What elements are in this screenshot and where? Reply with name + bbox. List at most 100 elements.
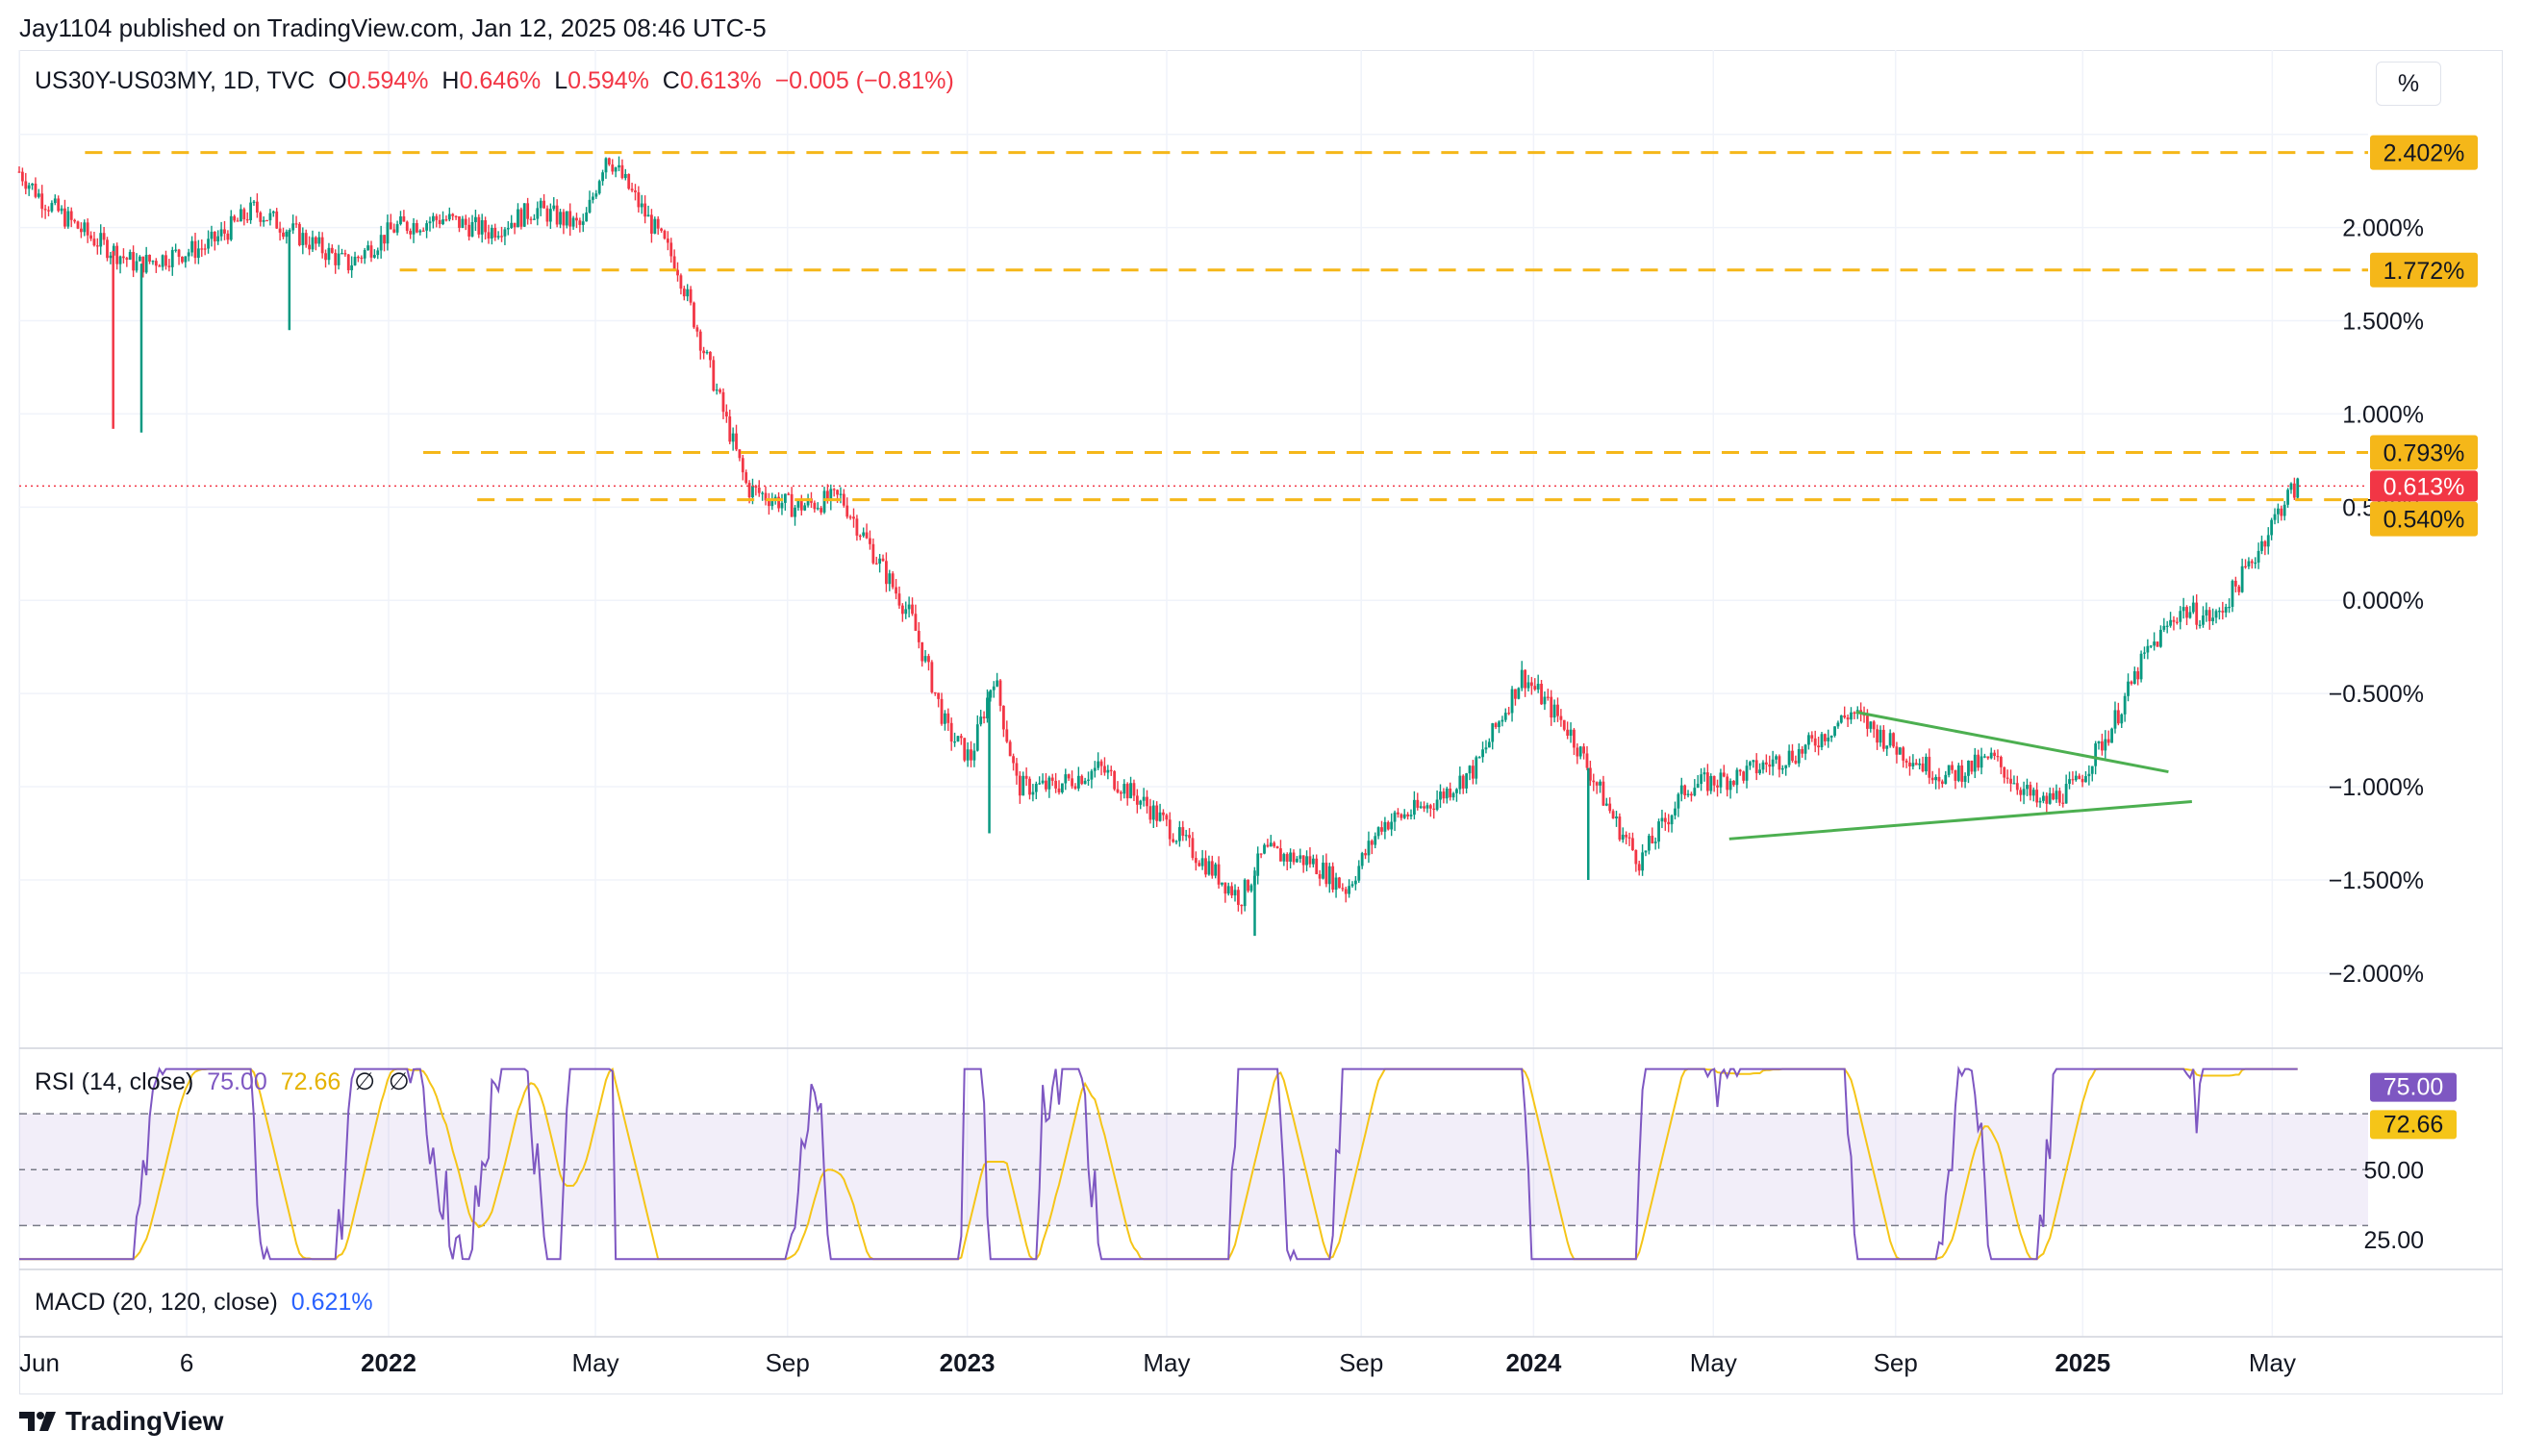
candle-body [1550, 696, 1553, 718]
candle-body [1090, 770, 1094, 780]
candle-body [1768, 764, 1772, 767]
candle-body [2130, 681, 2133, 685]
candle-body [970, 749, 972, 761]
candle-body [2224, 607, 2228, 613]
candle-body [568, 211, 572, 227]
rsi-value: 75.00 [207, 1068, 267, 1095]
macd-label[interactable]: MACD (20, 120, close) [35, 1289, 278, 1316]
candle-body [233, 215, 237, 221]
candle-body [89, 235, 92, 239]
candle-body [83, 222, 87, 233]
candle-body [154, 261, 158, 266]
candle-body [1881, 729, 1885, 749]
tradingview-logo[interactable]: TradingView [19, 1406, 223, 1437]
candle-body [2094, 743, 2098, 766]
candle-body [177, 249, 181, 258]
open-label: O [328, 67, 347, 94]
candle-body [842, 493, 845, 506]
candle-body [1200, 858, 1204, 866]
candle-body [63, 208, 66, 227]
candle-body [1494, 723, 1498, 728]
candle-body [360, 257, 364, 260]
candle-body [2042, 795, 2045, 801]
candle-body [597, 181, 601, 194]
tradingview-brand: TradingView [65, 1406, 224, 1436]
candle-body [770, 500, 774, 507]
candle-body [2113, 710, 2117, 729]
candle-body [2123, 695, 2127, 715]
candle-body [1660, 817, 1664, 822]
candle-body [888, 573, 892, 585]
candle-body [966, 749, 970, 761]
symbol-label[interactable]: US30Y-US03MY, 1D, TVC [35, 67, 315, 94]
candle-body [1477, 757, 1481, 759]
candle-body [1116, 789, 1120, 792]
candle-body [1914, 763, 1918, 766]
candle-body [128, 252, 132, 260]
candle-body [565, 211, 568, 226]
candle-body [839, 493, 843, 495]
candle-body [1879, 729, 1882, 743]
candle-body [1839, 715, 1843, 723]
low-value: 0.594% [567, 67, 649, 94]
candle-body [1559, 715, 1563, 720]
candle-body [895, 587, 897, 594]
candle-body [1076, 775, 1080, 789]
candle-body [777, 496, 780, 509]
candle-body [57, 198, 61, 212]
candle-body [585, 212, 589, 222]
candle-body [1162, 812, 1165, 816]
candle-body [1106, 769, 1110, 773]
candle-body [1677, 793, 1680, 809]
candle-body [519, 209, 523, 227]
candle-body [2231, 580, 2234, 608]
candle-body [1716, 785, 1719, 788]
candle-body [1732, 780, 1735, 786]
candle-body [2101, 741, 2104, 751]
candle-body [1021, 775, 1025, 796]
candle-body [2214, 611, 2218, 618]
candle-body [592, 196, 594, 200]
candle-body [911, 604, 914, 615]
candle-body [1295, 858, 1299, 863]
candle-body [663, 230, 667, 239]
candle-body [1071, 778, 1073, 787]
candle-body [1226, 886, 1230, 894]
candle-body [594, 193, 598, 197]
candle-body [1357, 866, 1361, 881]
candle-body [1168, 819, 1172, 840]
candle-body [1970, 760, 1974, 772]
candle-body [2064, 784, 2068, 804]
candle-body [2090, 766, 2094, 774]
candle-body [1582, 746, 1586, 754]
candle-body [724, 412, 728, 417]
candle-body [1683, 785, 1687, 796]
candle-body [47, 210, 50, 212]
candle-body [1573, 729, 1576, 748]
rsi-band-fill [19, 1114, 2368, 1226]
candle-body [1817, 745, 1820, 748]
close-label: C [662, 67, 680, 94]
candle-body [2159, 629, 2162, 647]
candle-body [421, 230, 425, 232]
candle-body [956, 736, 960, 742]
candle-body [559, 212, 562, 225]
candle-body [2169, 619, 2172, 626]
rsi-tick-label: 50.00 [2363, 1157, 2424, 1184]
percent-scale-button[interactable]: % [2376, 62, 2441, 106]
candle-body [451, 213, 455, 216]
candle-body [2019, 790, 2023, 795]
candle-body [1921, 763, 1925, 772]
candle-body [2071, 779, 2075, 781]
candle-body [1311, 858, 1315, 865]
rsi-label[interactable]: RSI (14, close) [35, 1068, 194, 1095]
candle-body [897, 593, 901, 606]
candle-body [975, 724, 979, 751]
candle-body [2026, 785, 2029, 790]
candle-body [2149, 645, 2153, 647]
candle-body [1240, 904, 1244, 907]
candle-body [790, 493, 794, 517]
candle-body [95, 245, 99, 247]
candle-body [822, 490, 826, 513]
